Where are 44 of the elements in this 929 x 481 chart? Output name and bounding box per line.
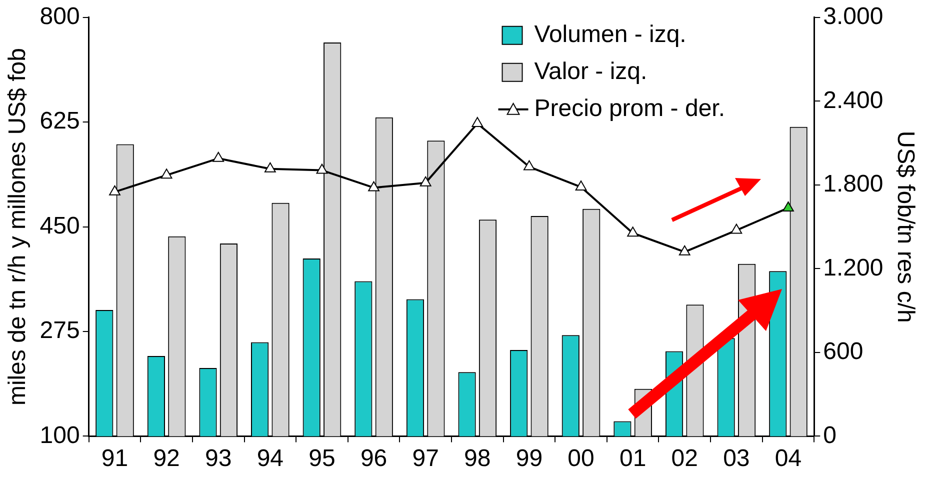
point: [160, 168, 172, 179]
y2-axis-title: US$ fob/tn res c/h: [892, 130, 919, 323]
y2-tick-label: 3.000: [823, 3, 884, 30]
x-tick-label: 00: [568, 445, 594, 472]
point: [730, 224, 742, 234]
legend-label: Valor - izq.: [534, 58, 648, 86]
x-tick-label: 94: [256, 445, 284, 472]
y2-tick-label: 1.800: [823, 170, 884, 198]
point: [472, 116, 484, 127]
y2-tick-label: 600: [823, 338, 864, 366]
y2-tick-label: 0: [823, 422, 836, 449]
y2-tick-label: 2.400: [823, 86, 884, 114]
y-tick-label: 275: [40, 317, 80, 344]
legend-label: Volumen - izq.: [534, 21, 686, 48]
x-tick-label: 92: [153, 445, 180, 472]
point: [678, 245, 690, 256]
y-tick-label: 100: [40, 422, 80, 449]
y-axis-title: miles de tn r/h y millones US$ fob: [4, 48, 32, 406]
point: [264, 162, 276, 172]
point: [575, 180, 587, 191]
y2-tick-label: 1.200: [823, 254, 884, 282]
y-tick-label: 625: [40, 108, 80, 135]
point: [782, 201, 794, 212]
x-tick-label: 02: [671, 445, 698, 472]
point: [109, 185, 120, 196]
x-tick-label: 91: [101, 445, 128, 472]
point: [627, 226, 639, 237]
x-tick-label: 97: [412, 445, 439, 472]
x-tick-label: 98: [464, 445, 491, 472]
point: [368, 181, 380, 192]
x-tick-label: 95: [308, 445, 336, 472]
point: [524, 160, 535, 170]
y-tick-label: 800: [40, 3, 80, 30]
point: [212, 152, 224, 162]
x-tick-label: 99: [516, 445, 543, 472]
x-tick-label: 03: [723, 445, 750, 472]
x-tick-label: 04: [774, 445, 802, 472]
point: [420, 176, 432, 186]
point: [316, 164, 328, 174]
x-tick-label: 96: [360, 445, 388, 472]
x-tick-label: 01: [619, 445, 646, 472]
legend-label: Precio prom - der.: [534, 95, 725, 122]
y-tick-label: 450: [40, 212, 80, 240]
x-tick-label: 93: [205, 445, 232, 472]
